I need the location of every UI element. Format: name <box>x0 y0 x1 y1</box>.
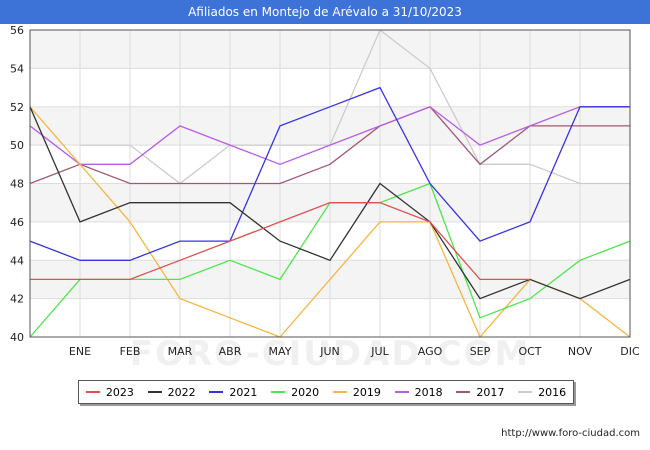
legend-item-2020: 2020 <box>271 386 319 399</box>
legend-label: 2023 <box>105 385 134 399</box>
y-tick-label: 46 <box>10 216 24 229</box>
x-tick-label: OCT <box>518 345 541 358</box>
source-url: http://www.foro-ciudad.com <box>501 428 640 439</box>
legend-swatch <box>456 391 471 393</box>
legend-label: 2018 <box>414 385 443 399</box>
x-tick-label: JUN <box>319 345 340 358</box>
series-line-2016 <box>80 28 630 185</box>
legend-item-2018: 2018 <box>394 385 443 399</box>
y-axis-ticks: 40 42 44 46 48 50 52 54 56 <box>10 24 24 344</box>
y-tick-label: 56 <box>10 24 24 37</box>
series-line-2021 <box>29 86 630 261</box>
x-tick-label: ENE <box>69 345 91 358</box>
legend-item-2022: 2022 <box>147 385 196 399</box>
x-tick-label: ABR <box>219 345 242 358</box>
legend-label: 2019 <box>352 385 381 399</box>
legend-label: 2016 <box>538 385 567 399</box>
line-chart: FORO-CIUDAD.COM 40 42 44 46 48 50 52 54 56 ENE FE… <box>10 24 640 374</box>
legend-swatch <box>518 391 533 393</box>
x-axis-ticks: ENE FEB MAR ABR MAY JUN JUL AGO SEP OCT NOV DIC <box>69 345 640 358</box>
legend-item-2023: 2023 <box>85 385 134 399</box>
series-lines <box>29 28 631 339</box>
y-tick-label: 52 <box>10 101 24 114</box>
plot-frame <box>29 29 631 338</box>
legend-label: 2021 <box>229 385 258 399</box>
legend-label: 2020 <box>291 385 320 399</box>
x-tick-label: NOV <box>568 345 593 358</box>
legend-swatch <box>271 391 286 393</box>
x-tick-label: JUL <box>370 345 389 358</box>
x-tick-label: MAY <box>269 345 292 358</box>
legend-swatch <box>209 391 224 393</box>
x-tick-label: DIC <box>620 345 640 358</box>
legend: 2023 2022 2021 2020 2019 2018 2017 2016 <box>78 380 574 404</box>
legend-swatch <box>332 391 347 393</box>
y-tick-label: 50 <box>10 139 24 152</box>
legend-item-2021: 2021 <box>209 386 257 399</box>
series-line-2018 <box>29 106 630 165</box>
legend-item-2017: 2017 <box>456 386 504 399</box>
x-tick-label: AGO <box>418 345 443 358</box>
chart-title: Afiliados en Montejo de Arévalo a 31/10/… <box>0 0 650 24</box>
y-tick-label: 40 <box>10 331 24 344</box>
y-tick-label: 42 <box>10 293 24 306</box>
y-tick-label: 54 <box>10 62 24 75</box>
y-tick-label: 48 <box>10 178 24 191</box>
legend-swatch <box>147 391 162 393</box>
x-tick-label: SEP <box>470 345 491 358</box>
legend-item-2016: 2016 <box>518 386 566 399</box>
series-line-2023 <box>30 202 530 281</box>
x-tick-label: MAR <box>168 345 193 358</box>
legend-item-2019: 2019 <box>332 385 381 399</box>
legend-label: 2022 <box>167 385 196 399</box>
legend-swatch <box>85 391 100 393</box>
watermark: FORO-CIUDAD.COM <box>130 334 531 374</box>
legend-swatch <box>394 391 409 393</box>
x-tick-label: FEB <box>120 345 141 358</box>
y-tick-label: 44 <box>10 254 24 267</box>
legend-label: 2017 <box>476 385 505 399</box>
